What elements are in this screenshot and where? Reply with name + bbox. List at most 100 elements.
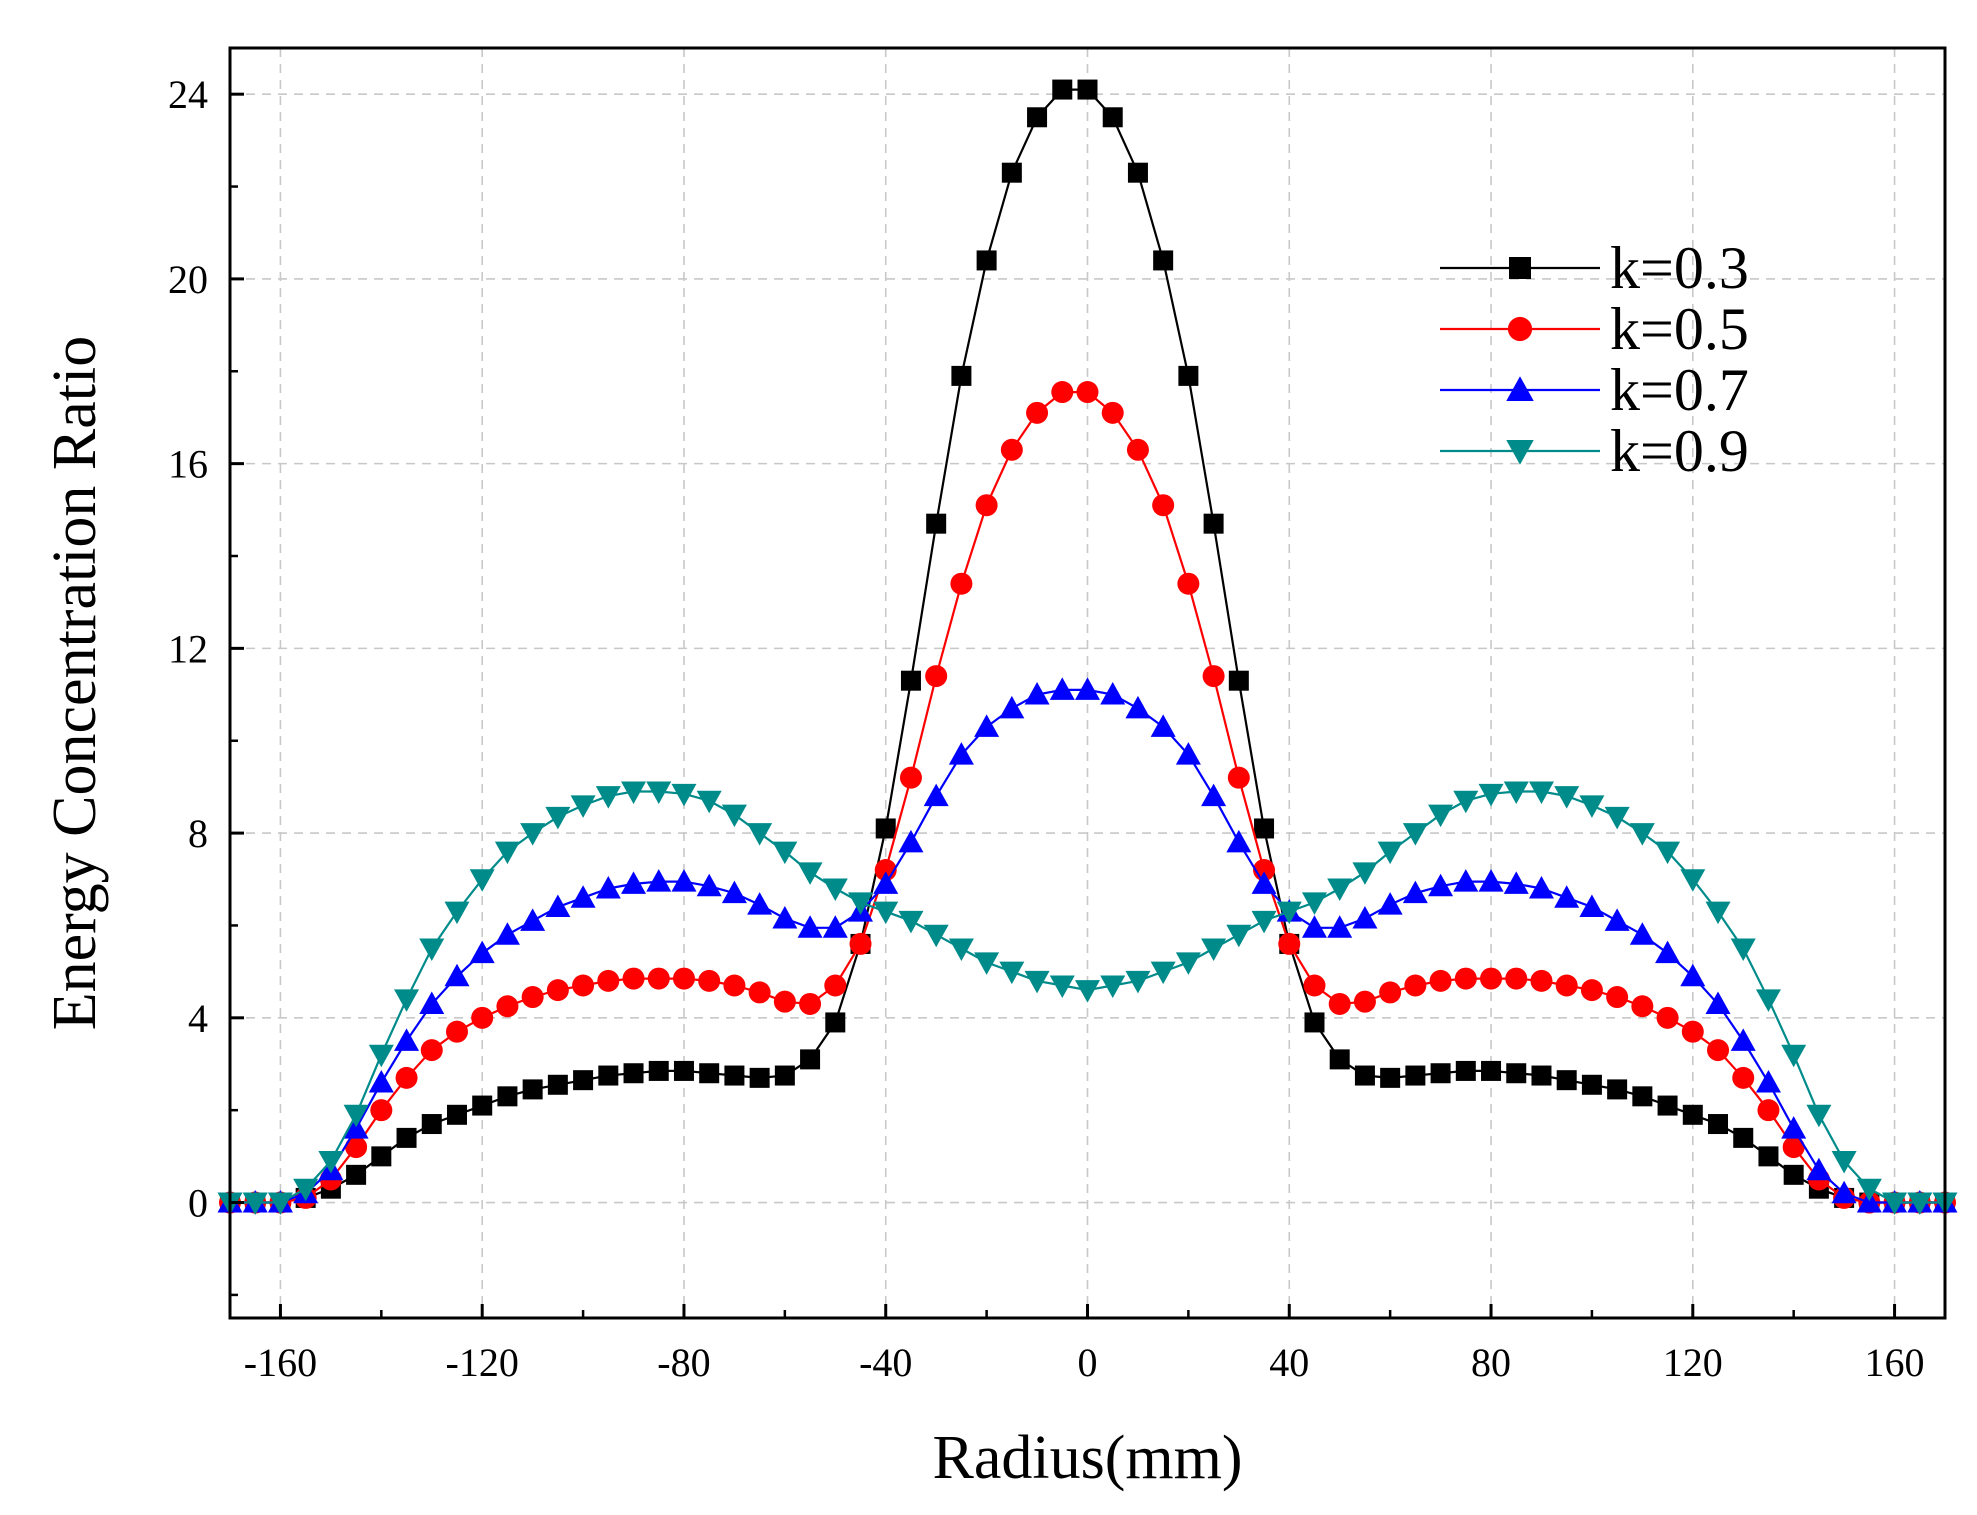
data-point bbox=[824, 974, 847, 997]
data-point bbox=[1481, 1060, 1502, 1081]
data-point bbox=[1177, 572, 1200, 595]
data-point bbox=[1251, 871, 1277, 894]
data-point bbox=[773, 990, 796, 1013]
data-point bbox=[799, 992, 822, 1015]
x-tick-label: -80 bbox=[657, 1340, 710, 1385]
data-point bbox=[925, 665, 948, 688]
data-point bbox=[1377, 841, 1403, 865]
data-point bbox=[545, 806, 571, 830]
x-tick-label: 160 bbox=[1865, 1340, 1925, 1385]
data-point bbox=[1301, 915, 1327, 938]
x-tick-label: 80 bbox=[1471, 1340, 1511, 1385]
data-point bbox=[748, 981, 771, 1004]
data-point bbox=[621, 871, 647, 894]
data-point bbox=[1175, 952, 1201, 975]
data-point bbox=[1251, 910, 1277, 934]
data-point bbox=[672, 967, 695, 990]
data-point bbox=[873, 901, 899, 925]
data-point bbox=[1126, 438, 1149, 461]
data-point bbox=[849, 932, 872, 955]
data-point bbox=[673, 1060, 694, 1081]
y-tick-label: 0 bbox=[188, 1181, 208, 1226]
data-point bbox=[494, 841, 520, 865]
data-point bbox=[343, 1116, 369, 1139]
data-point bbox=[1101, 401, 1124, 424]
data-point bbox=[926, 513, 947, 534]
data-point bbox=[395, 1066, 418, 1089]
data-point bbox=[950, 572, 973, 595]
data-point bbox=[394, 989, 420, 1012]
data-point bbox=[1453, 790, 1479, 814]
data-point bbox=[444, 901, 470, 925]
data-point bbox=[749, 1067, 770, 1088]
data-point bbox=[1732, 1066, 1755, 1089]
data-point bbox=[747, 892, 773, 915]
legend-label: k=0.7 bbox=[1610, 357, 1749, 423]
data-point bbox=[1607, 1079, 1628, 1100]
data-point bbox=[1680, 963, 1706, 987]
data-point bbox=[1528, 876, 1554, 899]
data-point bbox=[698, 969, 721, 992]
data-point bbox=[1831, 1150, 1857, 1174]
data-point bbox=[1604, 806, 1630, 830]
data-point bbox=[1329, 1049, 1350, 1070]
data-point bbox=[1352, 862, 1378, 885]
data-point bbox=[621, 781, 647, 805]
data-point bbox=[951, 365, 972, 386]
data-point bbox=[1453, 869, 1479, 892]
data-point bbox=[1555, 974, 1578, 997]
x-tick-label: -160 bbox=[244, 1340, 317, 1385]
data-point bbox=[1806, 1157, 1832, 1181]
data-point bbox=[469, 940, 495, 964]
data-point bbox=[1604, 908, 1630, 931]
data-point bbox=[948, 938, 974, 962]
data-point bbox=[1755, 989, 1781, 1012]
data-point bbox=[573, 1070, 594, 1091]
data-point bbox=[721, 804, 747, 828]
data-point bbox=[1758, 1146, 1779, 1167]
series-k-0-7 bbox=[217, 677, 1958, 1213]
data-point bbox=[1304, 1012, 1325, 1033]
data-point bbox=[1581, 1074, 1602, 1095]
data-point bbox=[1528, 781, 1554, 805]
y-tick-label: 16 bbox=[168, 442, 208, 487]
tick-labels: -160 -120 -80 -40 0 40 80 120 160 0 4 8 12 16 20 24 bbox=[168, 72, 1925, 1385]
data-point bbox=[1781, 1044, 1807, 1068]
data-point bbox=[1201, 783, 1227, 807]
data-point bbox=[1075, 980, 1100, 1003]
data-point bbox=[1707, 1039, 1730, 1062]
data-point bbox=[797, 862, 823, 885]
data-point bbox=[648, 1060, 669, 1081]
data-point bbox=[1228, 670, 1249, 691]
data-point bbox=[1680, 869, 1706, 892]
data-point bbox=[1430, 1063, 1451, 1084]
data-point bbox=[1505, 967, 1528, 990]
data-point bbox=[1377, 892, 1403, 915]
legend-label: k=0.5 bbox=[1610, 296, 1749, 362]
x-tick-label: -40 bbox=[859, 1340, 912, 1385]
data-point bbox=[1781, 1116, 1807, 1139]
data-point bbox=[1503, 871, 1529, 894]
data-point bbox=[976, 250, 997, 271]
x-tick-label: 120 bbox=[1663, 1340, 1723, 1385]
data-point bbox=[1226, 829, 1252, 853]
data-point bbox=[1049, 677, 1075, 700]
data-point bbox=[1681, 1020, 1704, 1043]
data-point bbox=[572, 974, 595, 997]
data-point bbox=[1150, 714, 1176, 737]
data-point bbox=[898, 829, 924, 853]
data-point bbox=[1049, 975, 1075, 998]
data-point bbox=[546, 979, 569, 1002]
data-point bbox=[595, 876, 621, 899]
data-point bbox=[1506, 1063, 1527, 1084]
data-point bbox=[1882, 1192, 1908, 1216]
x-tick-label: 0 bbox=[1078, 1340, 1098, 1385]
data-point bbox=[371, 1146, 392, 1167]
data-point bbox=[1354, 1065, 1375, 1086]
data-point bbox=[1757, 1099, 1780, 1122]
data-point bbox=[1024, 970, 1050, 994]
data-point bbox=[1428, 804, 1454, 828]
data-point bbox=[370, 1099, 393, 1122]
data-point bbox=[646, 869, 672, 892]
